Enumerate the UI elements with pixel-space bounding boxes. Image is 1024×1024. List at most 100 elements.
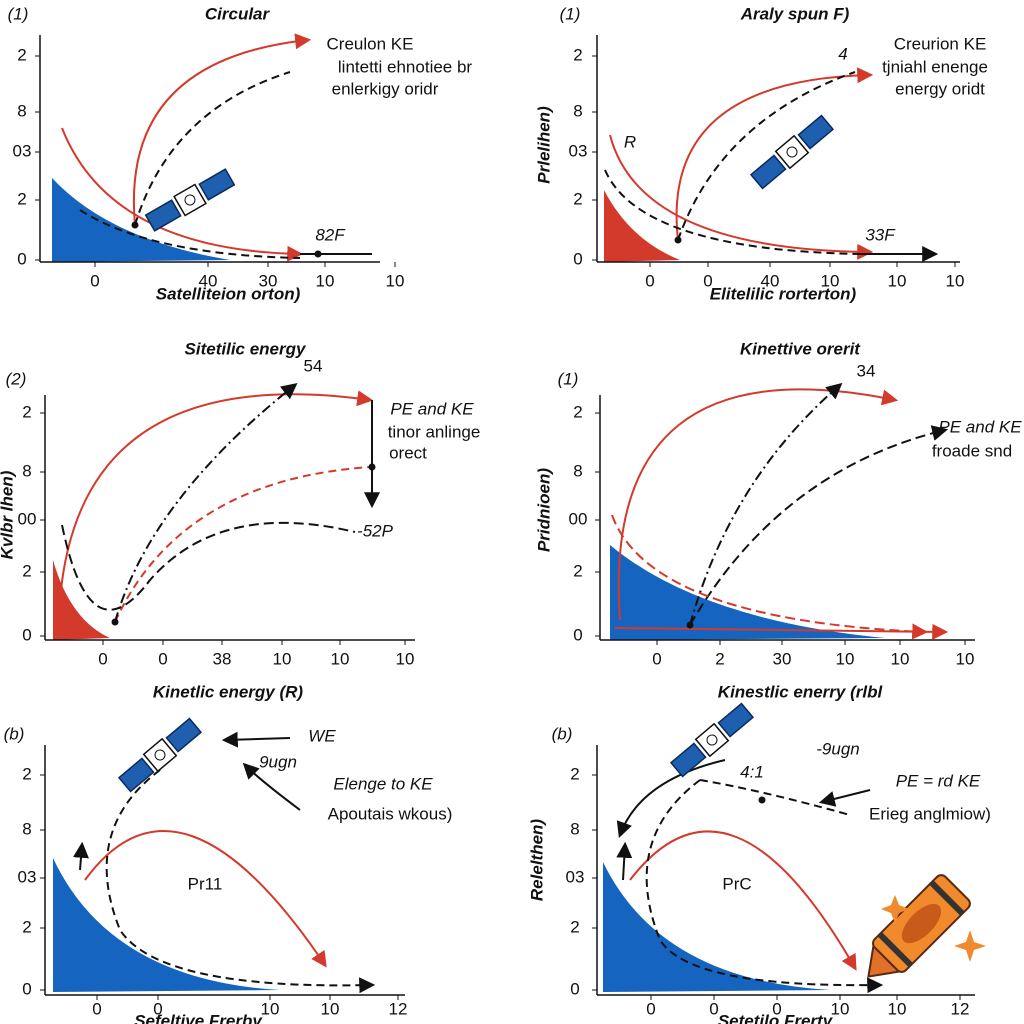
orbit-curve [105,769,376,994]
y-tick-label: 0 [573,625,582,644]
y-tick-label: 0 [570,979,579,998]
x-tick-label: 30 [773,649,792,668]
solar-panel [797,114,835,150]
x-tick-label: 40 [199,271,218,290]
x-tick-label: 10 [321,999,340,1018]
y-tick-label: 2 [573,402,582,421]
y-tick-label: 2 [17,45,26,64]
satellite-icon [669,702,755,778]
y-axis-label: Relelthen) [527,819,546,902]
panel-tag: (2) [6,369,27,388]
x-axis-label: Elitelilic rorterton) [710,284,857,303]
x-tick-label: 0 [92,999,101,1018]
panel-tag: (1) [558,369,579,388]
orbit-curve [242,762,301,811]
x-tick-label: 10 [386,271,405,290]
energy-area [53,560,110,640]
y-tick-label: 2 [22,764,31,783]
x-tick-label: 10 [888,999,907,1018]
annotation: Creulon KE [327,34,414,53]
y-tick-label: 2 [22,561,31,580]
y-tick-label: 0 [573,249,582,268]
y-tick-label: 8 [22,461,31,480]
satellite-body [774,134,810,170]
annotation: Erieg anglmiow) [869,804,991,823]
satellite-icon [144,168,236,232]
panel-tag: (b) [4,724,25,743]
x-tick-label: 12 [951,999,970,1018]
y-tick-label: 2 [22,402,31,421]
orbit-curve [61,127,304,262]
annotation: 4:1 [740,762,764,781]
energy-area [52,178,230,262]
y-tick-label: 03 [13,141,32,160]
y-tick-label: 2 [22,917,31,936]
annotation: 82F [315,225,346,244]
orbit-curve [617,388,899,621]
x-tick-label: 10 [831,999,850,1018]
x-tick-label: 0 [646,999,655,1018]
orbit-point [368,463,376,471]
x-tick-label: 30 [259,271,278,290]
y-tick-label: 0 [22,625,31,644]
orbit-curve [611,514,929,640]
orbit-curve [73,841,89,871]
panel-title: Araly spun F) [740,4,850,23]
annotation: 4 [838,44,847,63]
x-axis-label: Kinetlic energy (R) [153,682,304,701]
y-tick-label: 8 [573,461,582,480]
annotation: 33F [865,225,896,244]
annotation: WE [308,726,336,745]
annotation: Apoutais wkous) [328,804,453,823]
y-tick-label: 00 [569,509,588,528]
x-tick-label: 0 [703,271,712,290]
annotation: -9ugn [816,739,859,758]
energy-area [603,862,830,992]
y-tick-label: 03 [18,867,37,886]
satellite-body [694,722,730,758]
x-axis-label: Satelliteion orton) [156,284,301,303]
orbit-point [111,618,119,626]
panel-tag: (1) [8,4,29,23]
x-tick-label: 2 [715,649,724,668]
annotation: PrC [722,874,751,893]
annotation: lintetti ehnotiee br [338,57,473,76]
satellite-dish [706,734,718,746]
orbit-point [314,250,322,258]
satellite-body [173,183,207,217]
x-tick-label: 10 [261,999,280,1018]
x-tick-label: 10 [396,649,415,668]
x-axis-label: Kinestlic enerry (rlbl [718,682,884,701]
y-tick-label: 8 [17,101,26,120]
sparkle [881,895,909,923]
annotation: PE and KE [390,399,474,418]
x-tick-label: 0 [652,649,661,668]
x-tick-label: 38 [213,649,232,668]
y-tick-label: 03 [569,141,588,160]
y-tick-label: 00 [18,509,37,528]
satellite-icon [117,717,203,793]
annotation: Creurion KE [894,34,987,53]
panel-title: Sitetilic energy [185,339,307,358]
orbit-point [686,621,694,629]
y-tick-label: 8 [570,819,579,838]
orbit-curve [61,521,356,611]
energy-area [604,190,680,262]
annotation: Elenge to KE [333,774,433,793]
x-tick-label: 10 [331,649,350,668]
y-tick-label: 03 [566,867,585,886]
annotation: tinor anlinge [388,422,481,441]
orbit-curve [629,830,857,971]
satellite-dish [786,146,798,158]
x-tick-label: 0 [709,999,718,1018]
panel-title: Circular [205,4,271,23]
annotation: froade snd [932,441,1012,460]
orbit-curve [114,466,371,623]
orbit-curve [84,830,327,968]
panel-tag: (1) [560,4,581,23]
orbit-curve [616,841,633,881]
orbit-curve [614,623,949,640]
x-tick-label: 0 [90,271,99,290]
sparkle [954,930,986,962]
orbit-point [674,236,682,244]
